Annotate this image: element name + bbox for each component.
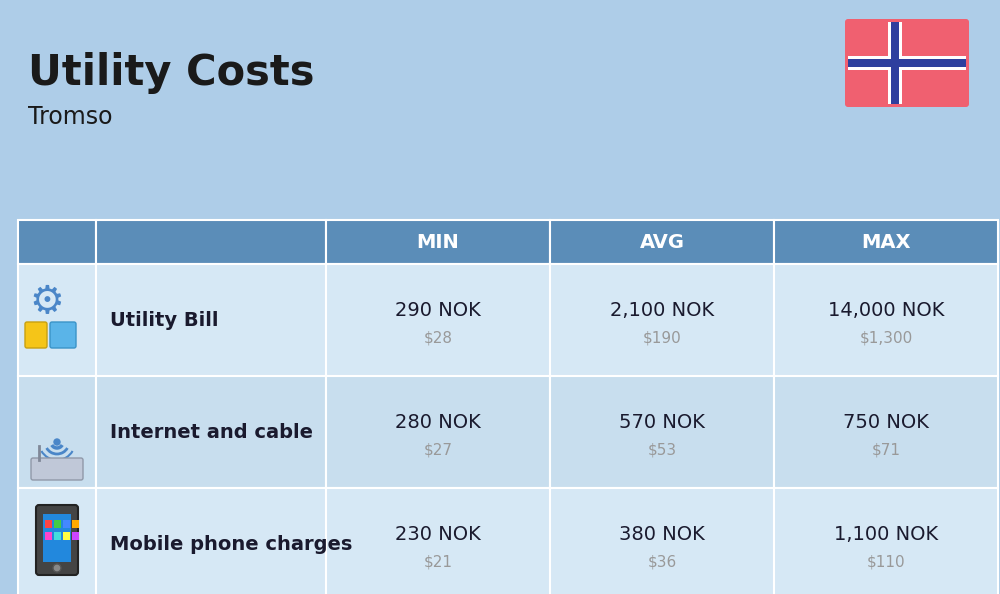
Bar xyxy=(326,376,550,488)
FancyBboxPatch shape xyxy=(25,322,47,348)
Circle shape xyxy=(53,564,61,572)
Bar xyxy=(848,56,966,70)
Text: $1,300: $1,300 xyxy=(859,330,913,346)
Text: Mobile phone charges: Mobile phone charges xyxy=(110,535,352,554)
Bar xyxy=(45,520,52,528)
Text: 1,100 NOK: 1,100 NOK xyxy=(834,525,938,544)
Text: Tromso: Tromso xyxy=(28,105,112,129)
Bar xyxy=(326,488,550,594)
Bar xyxy=(774,264,998,376)
Bar xyxy=(72,520,79,528)
Bar xyxy=(63,520,70,528)
Bar xyxy=(550,488,774,594)
FancyBboxPatch shape xyxy=(31,458,83,480)
Text: 230 NOK: 230 NOK xyxy=(395,525,481,544)
Bar xyxy=(774,376,998,488)
Text: 280 NOK: 280 NOK xyxy=(395,412,481,431)
Text: Utility Bill: Utility Bill xyxy=(110,311,218,330)
Bar xyxy=(550,376,774,488)
FancyBboxPatch shape xyxy=(845,19,969,107)
Text: Utility Costs: Utility Costs xyxy=(28,52,314,94)
Bar xyxy=(774,220,998,264)
Text: 380 NOK: 380 NOK xyxy=(619,525,705,544)
Bar xyxy=(18,220,96,264)
Text: 290 NOK: 290 NOK xyxy=(395,301,481,320)
Text: $190: $190 xyxy=(643,330,681,346)
Text: Internet and cable: Internet and cable xyxy=(110,422,313,441)
Bar xyxy=(18,264,96,376)
Bar xyxy=(18,376,96,488)
Bar xyxy=(96,376,326,488)
Text: $36: $36 xyxy=(647,555,677,570)
FancyBboxPatch shape xyxy=(50,322,76,348)
Text: $110: $110 xyxy=(867,555,905,570)
Text: 750 NOK: 750 NOK xyxy=(843,412,929,431)
Bar xyxy=(774,488,998,594)
Bar xyxy=(96,488,326,594)
Bar xyxy=(96,220,326,264)
Bar xyxy=(43,514,71,562)
Bar xyxy=(18,488,96,594)
Bar xyxy=(550,220,774,264)
FancyBboxPatch shape xyxy=(36,505,78,575)
Text: $27: $27 xyxy=(424,443,452,457)
Bar xyxy=(45,532,52,540)
Bar xyxy=(72,532,79,540)
Text: $53: $53 xyxy=(647,443,677,457)
Text: 14,000 NOK: 14,000 NOK xyxy=(828,301,944,320)
Bar xyxy=(550,264,774,376)
Text: 570 NOK: 570 NOK xyxy=(619,412,705,431)
Text: MAX: MAX xyxy=(861,232,911,251)
Bar xyxy=(63,532,70,540)
Text: $28: $28 xyxy=(424,330,452,346)
Text: $21: $21 xyxy=(424,555,452,570)
Bar xyxy=(54,520,61,528)
Circle shape xyxy=(54,439,60,445)
Bar xyxy=(891,22,899,104)
Bar xyxy=(326,220,550,264)
Text: ⚙: ⚙ xyxy=(30,283,64,321)
Bar xyxy=(848,59,966,67)
Bar xyxy=(96,264,326,376)
Text: 2,100 NOK: 2,100 NOK xyxy=(610,301,714,320)
Text: $71: $71 xyxy=(872,443,900,457)
Bar xyxy=(326,264,550,376)
Text: AVG: AVG xyxy=(640,232,684,251)
Bar xyxy=(54,532,61,540)
Bar xyxy=(888,22,902,104)
Text: MIN: MIN xyxy=(417,232,459,251)
